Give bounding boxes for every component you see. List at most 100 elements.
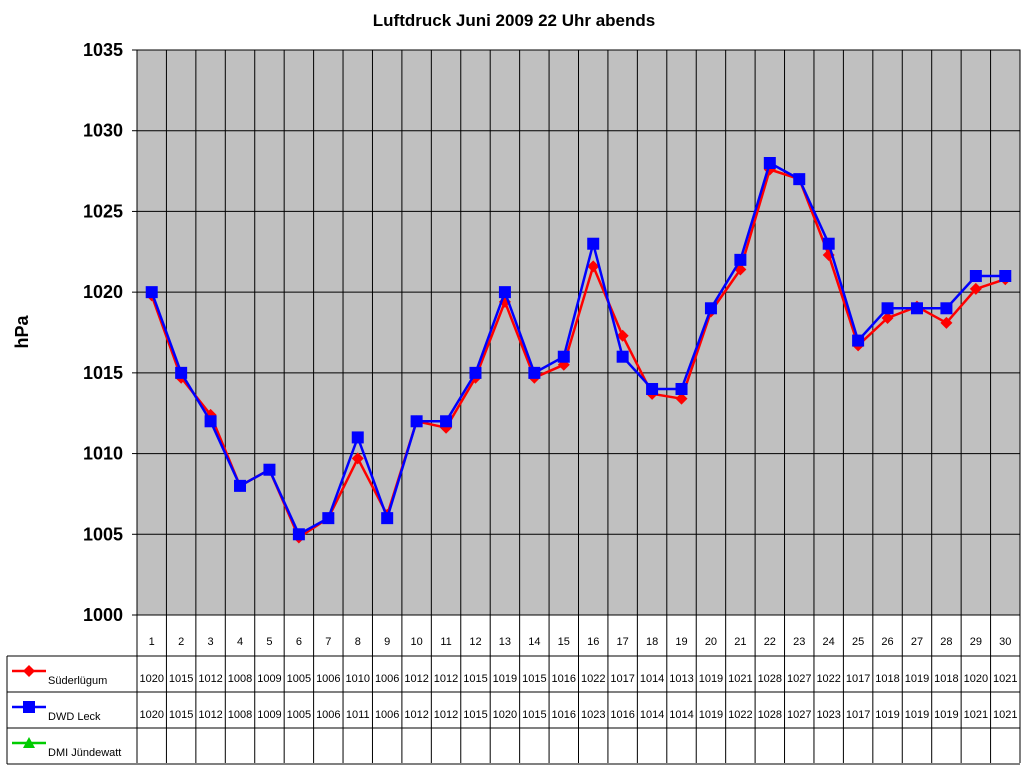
table-cell: 1027 (787, 709, 811, 721)
table-cell: 1019 (905, 673, 929, 685)
data-point (969, 270, 982, 282)
legend-marker (23, 701, 35, 713)
table-cell: 1022 (581, 673, 605, 685)
table-cell: 1015 (463, 709, 487, 721)
table-cell: 1021 (728, 673, 752, 685)
data-point (587, 260, 600, 273)
table-cell: 1020 (139, 673, 163, 685)
x-tick-label: 7 (325, 636, 331, 648)
table-cell: 1005 (287, 709, 311, 721)
data-point (557, 350, 570, 363)
data-point (763, 157, 776, 169)
data-point (440, 415, 453, 428)
x-tick-label: 14 (528, 636, 540, 648)
table-cell: 1014 (669, 709, 693, 721)
x-tick-label: 20 (705, 636, 717, 648)
data-point (351, 452, 364, 465)
y-tick-label: 1035 (83, 40, 123, 60)
data-point (646, 383, 659, 395)
table-cell: 1019 (875, 709, 899, 721)
data-point (145, 286, 158, 299)
x-tick-label: 3 (208, 636, 214, 648)
data-point (381, 512, 394, 525)
table-cell: 1012 (404, 709, 428, 721)
table-cell: 1021 (964, 709, 988, 721)
data-point (734, 253, 747, 266)
table-cell: 1021 (993, 673, 1017, 685)
table-cell: 1015 (463, 673, 487, 685)
data-point (204, 415, 217, 428)
table-cell: 1008 (228, 673, 252, 685)
data-point (587, 237, 600, 250)
data-point (881, 311, 894, 324)
table-cell: 1019 (934, 709, 958, 721)
x-tick-label: 28 (940, 636, 952, 648)
table-cell: 1012 (404, 673, 428, 685)
x-tick-label: 27 (911, 636, 923, 648)
table-cell: 1006 (375, 673, 399, 685)
table-cell: 1015 (169, 673, 193, 685)
y-tick-label: 1030 (83, 121, 123, 141)
data-point (410, 415, 423, 428)
x-tick-label: 19 (675, 636, 687, 648)
y-tick-label: 1005 (83, 524, 123, 544)
table-cell: 1020 (493, 709, 517, 721)
y-axis-label: hPa (12, 315, 32, 349)
legend-marker (23, 737, 35, 748)
chart-title: Luftdruck Juni 2009 22 Uhr abends (373, 11, 655, 30)
x-tick-label: 9 (384, 636, 390, 648)
table-cell: 1015 (522, 709, 546, 721)
x-tick-label: 17 (617, 636, 629, 648)
legend-marker (23, 665, 35, 677)
x-tick-label: 22 (764, 636, 776, 648)
data-point (852, 334, 865, 347)
data-point (234, 479, 247, 492)
data-point (616, 329, 629, 342)
data-point (322, 512, 335, 525)
table-cell: 1013 (669, 673, 693, 685)
x-tick-label: 30 (999, 636, 1011, 648)
table-cell: 1008 (228, 709, 252, 721)
x-tick-label: 12 (469, 636, 481, 648)
table-cell: 1019 (493, 673, 517, 685)
x-tick-label: 15 (558, 636, 570, 648)
table-cell: 1019 (699, 673, 723, 685)
x-tick-label: 6 (296, 636, 302, 648)
table-cell: 1011 (346, 709, 370, 721)
table-cell: 1016 (610, 709, 634, 721)
table-cell: 1021 (993, 709, 1017, 721)
data-point (969, 282, 982, 295)
table-cell: 1012 (434, 673, 458, 685)
x-tick-label: 29 (970, 636, 982, 648)
data-point (616, 350, 629, 363)
x-tick-label: 23 (793, 636, 805, 648)
x-tick-label: 8 (355, 636, 361, 648)
y-tick-label: 1020 (83, 282, 123, 302)
table-cell: 1016 (552, 709, 576, 721)
table-cell: 1028 (758, 709, 782, 721)
x-tick-label: 16 (587, 636, 599, 648)
table-cell: 1018 (875, 673, 899, 685)
table-cell: 1018 (934, 673, 958, 685)
table-cell: 1012 (434, 709, 458, 721)
data-point (675, 392, 688, 405)
table-cell: 1012 (198, 709, 222, 721)
y-tick-label: 1000 (83, 605, 123, 625)
table-cell: 1014 (640, 709, 664, 721)
x-tick-label: 5 (266, 636, 272, 648)
table-cell: 1010 (346, 673, 370, 685)
x-tick-label: 13 (499, 636, 511, 648)
y-tick-label: 1010 (83, 444, 123, 464)
table-cell: 1005 (287, 673, 311, 685)
x-tick-label: 10 (410, 636, 422, 648)
table-cell: 1017 (846, 673, 870, 685)
data-point (793, 173, 806, 186)
table-cell: 1006 (375, 709, 399, 721)
table-cell: 1017 (846, 709, 870, 721)
y-tick-label: 1015 (83, 363, 123, 383)
table-cell: 1016 (552, 673, 576, 685)
x-tick-label: 18 (646, 636, 658, 648)
data-point (910, 302, 923, 315)
legend-label: Süderlügum (48, 675, 107, 687)
table-cell: 1020 (964, 673, 988, 685)
